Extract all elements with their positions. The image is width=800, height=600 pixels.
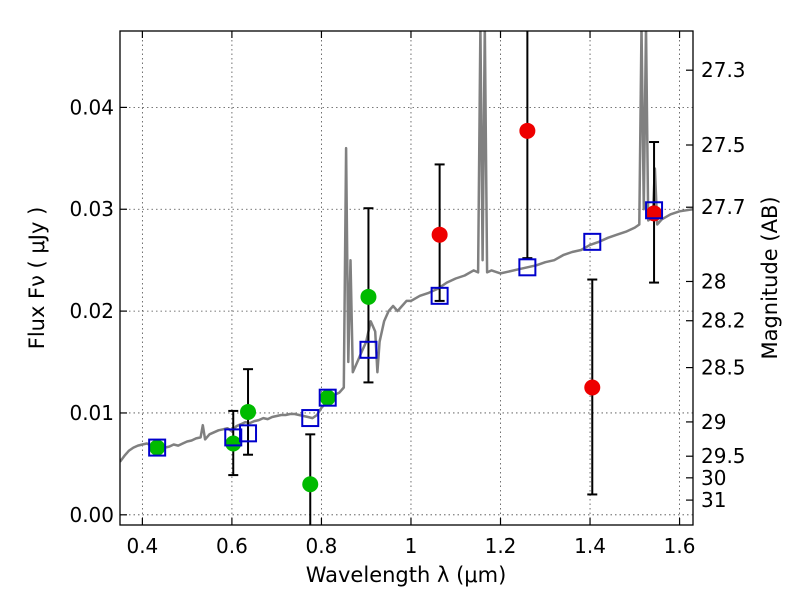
y2-tick-label: 27.3 (701, 58, 746, 82)
green-data-point (149, 439, 166, 456)
red-data-point (584, 379, 601, 396)
y-tick-label: 0.00 (69, 503, 114, 527)
model-photometry-square (301, 409, 320, 428)
plot-area (120, 31, 693, 525)
y2-tick-label: 27.7 (701, 195, 746, 219)
model-photometry-square (224, 428, 243, 447)
model-photometry-square (645, 201, 664, 220)
y2-tick-label: 29.5 (701, 444, 746, 468)
y-tick-label: 0.04 (69, 95, 114, 119)
model-spectrum-line (120, 31, 693, 463)
x-tick-label: 1 (405, 534, 418, 558)
model-photometry-square (430, 286, 449, 305)
model-photometry-square (239, 424, 258, 443)
x-tick-label: 0.8 (306, 534, 338, 558)
y2-tick-label: 29 (701, 410, 726, 434)
green-data-point (302, 476, 319, 493)
y2-tick-label: 31 (701, 488, 726, 512)
green-data-point (360, 288, 377, 305)
y-tick-label: 0.03 (69, 197, 114, 221)
x-tick-label: 0.6 (216, 534, 248, 558)
y2-tick-label: 28.5 (701, 356, 746, 380)
y-tick-label: 0.02 (69, 299, 114, 323)
y2-tick-label: 28.2 (701, 309, 746, 333)
x-tick-label: 1.6 (664, 534, 696, 558)
axes: 0.4 0.6 0.8 1 1.2 1.4 1.6 0.00 0.01 0.02 0.03 0.04 2… (69, 30, 746, 558)
model-photometry-square (583, 232, 602, 251)
model-photometry-square (148, 438, 167, 457)
green-data-point (319, 389, 336, 406)
red-data-point (519, 122, 536, 139)
y-axis-label: Flux Fν ( μJy ) (25, 207, 49, 350)
x-tick-label: 1.2 (485, 534, 517, 558)
x-tick-label: 1.4 (574, 534, 606, 558)
y2-tick-label: 27.5 (701, 133, 746, 157)
x-axis-label: Wavelength λ (μm) (306, 563, 507, 587)
green-data-point (225, 435, 242, 452)
model-photometry-square (518, 258, 537, 277)
x-tick-label: 0.4 (126, 534, 158, 558)
model-photometry-square (359, 340, 378, 359)
y2-axis-label: Magnitude (AB) (758, 196, 782, 359)
green-data-point (240, 403, 257, 420)
y-tick-label: 0.01 (69, 401, 114, 425)
grid (120, 31, 693, 525)
y2-tick-label: 30 (701, 466, 726, 490)
red-data-point (431, 226, 448, 243)
y2-tick-label: 28 (701, 269, 726, 293)
model-photometry-square (318, 388, 337, 407)
plot-frame (119, 30, 694, 526)
